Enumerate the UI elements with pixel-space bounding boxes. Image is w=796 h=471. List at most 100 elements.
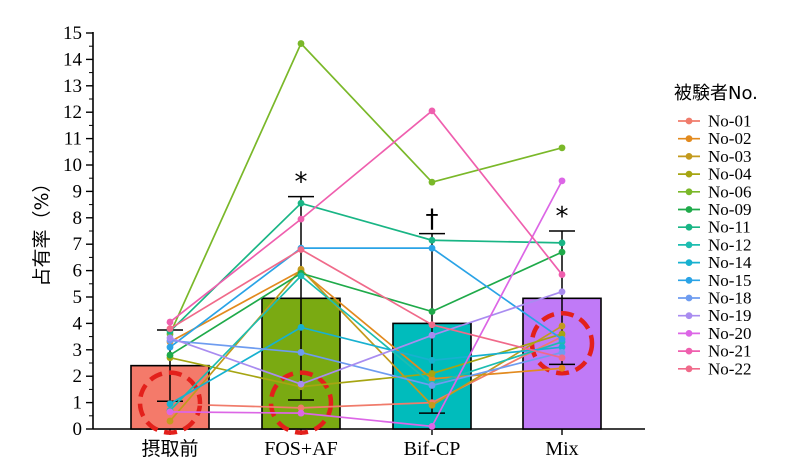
- significance-markers: * † *: [295, 168, 569, 235]
- data-point-No-22: [297, 246, 305, 253]
- y-tick-label: 10: [63, 155, 82, 176]
- legend-entry-label: No-11: [708, 218, 751, 237]
- data-point-No-03: [558, 322, 566, 330]
- legend: 被験者No. No-01No-02No-03No-04No-06No-09No-…: [674, 83, 758, 378]
- legend-entry-label: No-01: [708, 112, 751, 131]
- significance-marker: *: [556, 202, 569, 232]
- data-point-No-03: [428, 401, 436, 409]
- legend-entry-label: No-22: [708, 359, 751, 378]
- data-point-No-19: [558, 288, 566, 296]
- y-tick-label: 13: [63, 76, 82, 97]
- data-point-No-21: [166, 318, 174, 326]
- legend-entry-label: No-09: [708, 200, 751, 219]
- legend-entry-label: No-12: [708, 235, 751, 254]
- legend-swatch-dot: [685, 365, 693, 373]
- legend-swatch-dot: [685, 312, 693, 320]
- x-tick-label: 摂取前: [141, 438, 198, 460]
- significance-marker: *: [295, 168, 308, 198]
- data-point-No-04: [558, 330, 566, 338]
- data-point-No-14: [558, 343, 566, 351]
- data-point-No-11: [428, 236, 436, 244]
- highlight-circles: [137, 310, 595, 435]
- legend-entry-label: No-02: [708, 129, 751, 148]
- legend-swatch-dot: [685, 188, 693, 196]
- data-point-No-14: [428, 356, 436, 364]
- highlight-circle: [268, 370, 334, 435]
- legend-entry-label: No-04: [708, 165, 752, 184]
- legend-entry-label: No-20: [708, 324, 751, 343]
- series-line-No-15: [169, 247, 563, 348]
- data-point-No-11: [558, 239, 566, 247]
- y-tick-label: 2: [73, 366, 83, 387]
- x-tick-label: Mix: [545, 438, 578, 460]
- significance-marker: †: [426, 205, 439, 235]
- data-point-No-11: [297, 199, 305, 207]
- series-line-No-12: [169, 274, 563, 412]
- data-point-No-19: [297, 380, 305, 388]
- data-point-No-06: [558, 144, 566, 152]
- x-tick-label: Bif-CP: [404, 438, 461, 460]
- data-point-No-15: [428, 244, 436, 252]
- legend-swatch-dot: [685, 170, 693, 178]
- series-line-No-02: [169, 269, 563, 380]
- series-line-No-22: [169, 248, 563, 359]
- y-tick-label: 0: [73, 419, 83, 440]
- y-tick-label: 3: [73, 340, 83, 361]
- data-point-No-21: [428, 107, 436, 115]
- highlight-circle: [137, 370, 203, 435]
- data-point-No-22: [428, 321, 436, 329]
- data-point-No-22: [558, 354, 566, 362]
- data-point-No-18: [558, 349, 566, 356]
- legend-swatch-dot: [685, 330, 693, 337]
- series-line-No-18: [169, 339, 563, 387]
- data-point-No-12: [297, 272, 305, 280]
- data-point-No-03: [166, 417, 174, 425]
- data-point-No-06: [428, 178, 436, 186]
- legend-swatch-dot: [685, 241, 693, 249]
- legend-swatch-dot: [685, 117, 693, 125]
- legend-swatch-dot: [685, 259, 693, 266]
- data-point-No-20: [428, 422, 436, 430]
- y-tick-label: 11: [64, 129, 82, 150]
- y-tick-label: 5: [73, 287, 83, 308]
- legend-entry-label: No-18: [708, 289, 751, 308]
- series-line-No-14: [169, 326, 563, 405]
- series-line-No-20: [169, 180, 563, 428]
- data-point-No-21: [558, 271, 566, 278]
- legend-swatch-dot: [685, 276, 693, 284]
- highlight-circle: [529, 310, 595, 376]
- data-point-No-14: [166, 400, 174, 408]
- data-point-No-02: [558, 364, 566, 372]
- data-point-No-18: [428, 382, 436, 389]
- y-tick-label: 8: [73, 208, 83, 229]
- legend-title: 被験者No.: [674, 83, 758, 104]
- data-point-No-09: [428, 308, 436, 315]
- y-tick-label: 9: [73, 181, 83, 202]
- legend-entry-label: No-03: [708, 147, 751, 166]
- legend-entry-label: No-14: [708, 253, 752, 272]
- y-axis-label: 占有率（%）: [31, 173, 53, 286]
- legend-entry-label: No-19: [708, 306, 751, 325]
- series-line-No-11: [169, 202, 563, 332]
- legend-swatch-dot: [685, 294, 693, 302]
- y-tick-label: 1: [73, 393, 83, 414]
- data-point-No-02: [428, 375, 436, 383]
- data-point-No-19: [166, 334, 174, 342]
- legend-swatch-dot: [685, 347, 693, 355]
- y-tick-label: 14: [63, 49, 83, 70]
- y-tick-label: 7: [73, 234, 83, 255]
- data-point-No-09: [558, 248, 566, 256]
- data-point-No-20: [166, 408, 174, 416]
- data-point-No-15: [558, 335, 566, 343]
- series-line-No-09: [169, 251, 563, 356]
- y-tick-label: 15: [63, 23, 82, 44]
- data-point-No-06: [297, 40, 305, 47]
- series-line-No-21: [169, 109, 563, 323]
- series-line-No-03: [169, 268, 563, 422]
- y-tick-label: 12: [63, 102, 82, 123]
- data-point-No-21: [297, 215, 305, 223]
- data-point-No-09: [166, 351, 174, 359]
- y-tick-label: 6: [73, 261, 83, 282]
- y-tick-label: 4: [73, 313, 83, 334]
